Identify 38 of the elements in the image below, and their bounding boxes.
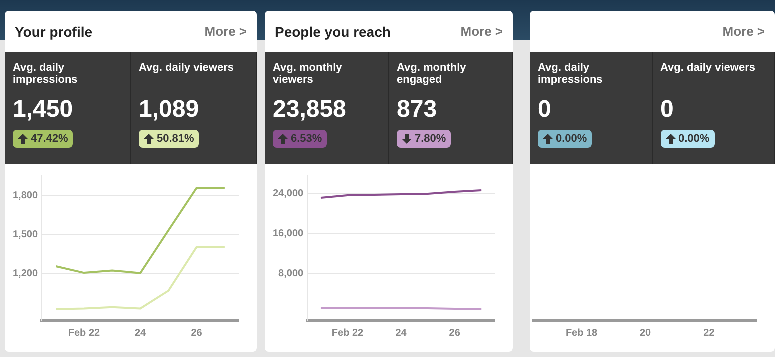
text: Avg. daily viewers (660, 62, 756, 76)
text: 23,858 (273, 96, 348, 124)
y-tick-label: 1,500 (12, 230, 38, 241)
text: Avg. monthly viewers (273, 62, 344, 88)
text: 1,089 (139, 96, 200, 124)
chart-title: People you reach (275, 24, 391, 40)
text: More > (460, 24, 503, 39)
y-tick-label: 1,200 (12, 268, 38, 280)
text: 7.80% (415, 133, 446, 145)
x-tick-label: 24 (134, 328, 147, 339)
y-tick-label: 16,000 (272, 228, 304, 240)
text: 6.53% (291, 133, 322, 145)
x-tick-label: 26 (191, 328, 203, 339)
text: 0.00% (556, 133, 588, 145)
x-tick-label: Feb 22 (68, 328, 101, 339)
text: More > (204, 24, 247, 39)
text: 0 (538, 96, 552, 124)
text: Avg. daily viewers (139, 62, 235, 76)
text: 1,450 (13, 96, 74, 124)
text: Avg. monthly engaged (397, 62, 468, 88)
y-tick-label: 24,000 (272, 188, 304, 200)
text: 0.00% (678, 133, 710, 145)
y-tick-label: 8,000 (278, 268, 304, 280)
y-tick-label: 1,800 (12, 190, 38, 202)
category-label: Feb 18 (566, 328, 598, 339)
text: Avg. daily impressions (13, 62, 79, 88)
text: More > (722, 24, 765, 39)
category-label: 20 (640, 328, 652, 339)
x-tick-label: Feb 22 (332, 328, 364, 339)
text: 0 (660, 96, 675, 124)
x-tick-label: 26 (449, 328, 461, 339)
text: 47.42% (31, 133, 68, 145)
x-tick-label: 24 (396, 328, 408, 339)
text: 873 (397, 96, 438, 124)
category-label: 22 (704, 328, 716, 339)
chart-title: Your profile (15, 24, 93, 40)
text: 50.81% (157, 133, 194, 145)
text: Avg. daily impressions (538, 62, 604, 88)
